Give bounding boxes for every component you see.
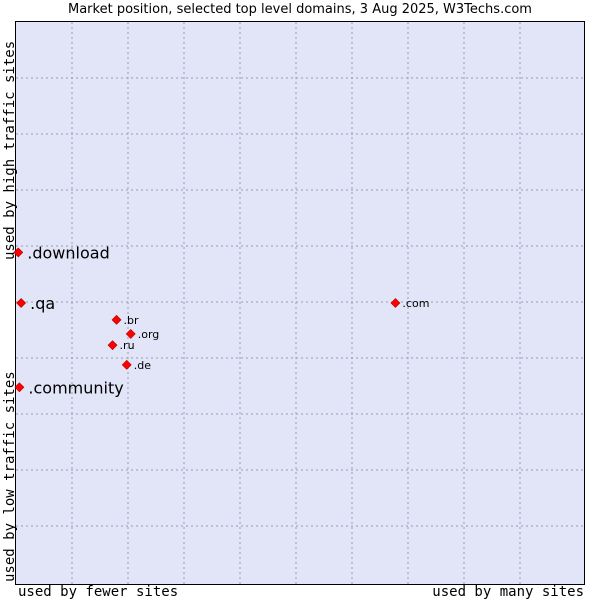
data-label-org: .org — [138, 328, 160, 341]
y-axis-label-low: used by low traffic sites — [2, 371, 18, 582]
data-label-br: .br — [124, 314, 139, 327]
y-axis-label-high: used by high traffic sites — [2, 40, 18, 260]
chart-title: Market position, selected top level doma… — [68, 2, 532, 17]
data-point-org — [125, 328, 136, 339]
data-point-com — [390, 298, 401, 308]
data-label-download: .download — [27, 243, 109, 262]
x-axis-label-left: used by fewer sites — [18, 584, 179, 600]
data-point-br — [111, 314, 122, 325]
data-point-community — [14, 382, 25, 393]
data-label-de: .de — [134, 359, 151, 372]
data-label-ru: .ru — [120, 339, 135, 352]
plot-area — [15, 21, 585, 585]
data-label-community: .community — [28, 378, 123, 397]
x-axis-label-right: used by many sites — [432, 584, 584, 600]
data-label-qa: .qa — [30, 294, 55, 313]
data-point-qa — [16, 298, 27, 308]
data-point-download — [13, 247, 24, 258]
data-point-de — [121, 359, 132, 370]
data-label-com: .com — [402, 297, 429, 310]
data-point-ru — [107, 340, 118, 351]
